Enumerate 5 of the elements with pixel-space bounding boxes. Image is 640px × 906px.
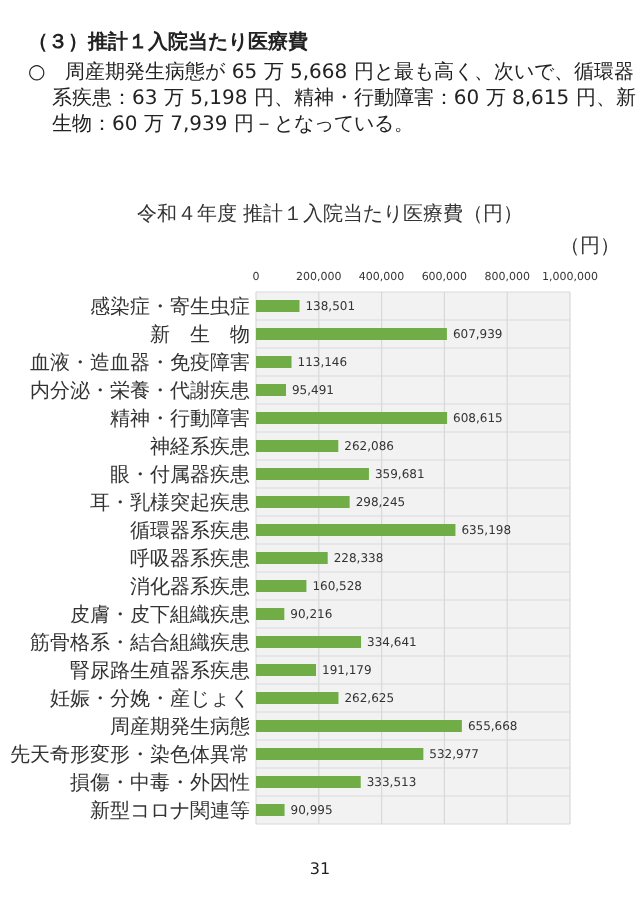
annotation: 31 bbox=[307, 860, 333, 878]
title: 令和４年度 推計１入院当たり医療費（円） bbox=[136, 204, 524, 226]
annotation: （３）推計１入院当たり医療費 bbox=[28, 29, 308, 56]
annotation: ○ 周産期発生病態が 65 万 5,668 円と最も高く、次いで、循環器系疾患：63 万 5,198 円、精神・行動障害：60 万 8,615 円、新生物：60 万 7,939 円－となっている。 bbox=[28, 60, 636, 138]
annotation: （円） bbox=[560, 236, 620, 258]
